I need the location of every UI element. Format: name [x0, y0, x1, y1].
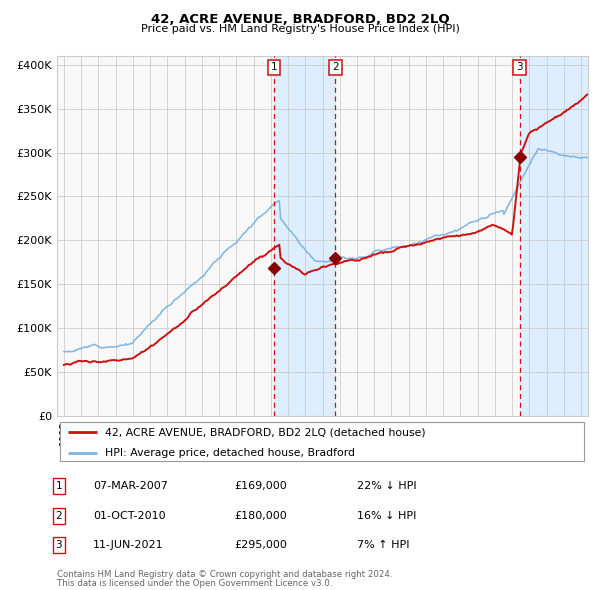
- Text: 1: 1: [271, 63, 277, 73]
- Text: Price paid vs. HM Land Registry's House Price Index (HPI): Price paid vs. HM Land Registry's House …: [140, 24, 460, 34]
- Bar: [274, 56, 335, 416]
- Text: 3: 3: [517, 63, 523, 73]
- Text: 16% ↓ HPI: 16% ↓ HPI: [357, 511, 416, 520]
- Bar: [520, 56, 588, 416]
- Text: 1: 1: [55, 481, 62, 491]
- Text: £295,000: £295,000: [234, 540, 287, 550]
- Text: 3: 3: [55, 540, 62, 550]
- Text: 42, ACRE AVENUE, BRADFORD, BD2 2LQ: 42, ACRE AVENUE, BRADFORD, BD2 2LQ: [151, 13, 449, 26]
- Text: 7% ↑ HPI: 7% ↑ HPI: [357, 540, 409, 550]
- Text: £180,000: £180,000: [234, 511, 287, 520]
- Text: Contains HM Land Registry data © Crown copyright and database right 2024.: Contains HM Land Registry data © Crown c…: [57, 571, 392, 579]
- Text: HPI: Average price, detached house, Bradford: HPI: Average price, detached house, Brad…: [105, 448, 355, 458]
- Text: This data is licensed under the Open Government Licence v3.0.: This data is licensed under the Open Gov…: [57, 579, 332, 588]
- Text: 42, ACRE AVENUE, BRADFORD, BD2 2LQ (detached house): 42, ACRE AVENUE, BRADFORD, BD2 2LQ (deta…: [105, 427, 425, 437]
- FancyBboxPatch shape: [59, 422, 584, 461]
- Text: £169,000: £169,000: [234, 481, 287, 491]
- Text: 22% ↓ HPI: 22% ↓ HPI: [357, 481, 416, 491]
- Text: 2: 2: [332, 63, 339, 73]
- Text: 2: 2: [55, 511, 62, 520]
- Text: 07-MAR-2007: 07-MAR-2007: [93, 481, 168, 491]
- Text: 11-JUN-2021: 11-JUN-2021: [93, 540, 164, 550]
- Text: 01-OCT-2010: 01-OCT-2010: [93, 511, 166, 520]
